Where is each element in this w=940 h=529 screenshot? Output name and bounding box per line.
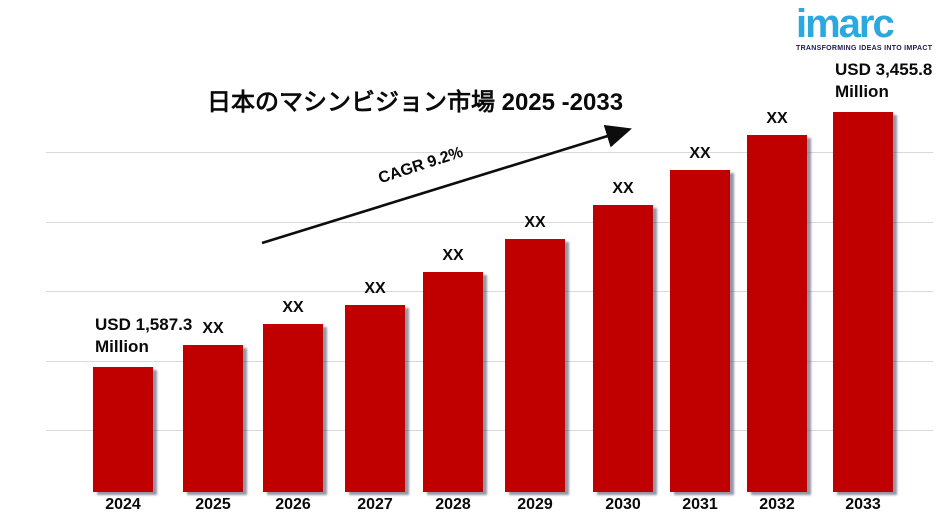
x-tick-label: 2029 (517, 496, 553, 513)
x-tick-label: 2024 (105, 496, 141, 513)
bar-value-label: XX (442, 247, 464, 264)
x-tick-label: 2028 (435, 496, 471, 513)
x-tick-label: 2030 (605, 496, 641, 513)
bar-value-label: USD 1,587.3 Million (95, 315, 193, 356)
imarc-logo: imarc TRANSFORMING IDEAS INTO IMPACT (796, 2, 933, 52)
bar-2028 (423, 272, 483, 492)
bar-2027 (345, 305, 405, 492)
bar-value-label: XX (689, 145, 711, 162)
gridline (46, 430, 933, 431)
x-tick-label: 2027 (357, 496, 393, 513)
bar-value-label: XX (766, 110, 788, 127)
bar-2030 (593, 205, 653, 492)
bar-value-label: XX (524, 214, 546, 231)
bar-value-label: XX (202, 320, 224, 337)
x-tick-label: 2033 (845, 496, 881, 513)
bar-2024 (93, 367, 153, 492)
bar-2029 (505, 239, 565, 492)
chart-title: 日本のマシンビジョン市場 2025 -2033 (206, 89, 624, 116)
gridline (46, 152, 933, 153)
x-tick-label: 2032 (759, 496, 795, 513)
bar-2026 (263, 324, 323, 492)
bar-value-label: USD 3,455.8 Million (835, 60, 933, 101)
bar-2025 (183, 345, 243, 492)
bar-2033 (833, 112, 893, 492)
x-tick-label: 2031 (682, 496, 718, 513)
x-tick-label: 2025 (195, 496, 231, 513)
bar-value-label: XX (282, 299, 304, 316)
cagr-arrow-line (261, 124, 632, 245)
bar-value-label: XX (364, 280, 386, 297)
imarc-logo-wordmark: imarc (796, 2, 895, 46)
x-tick-label: 2026 (275, 496, 311, 513)
gridline (46, 361, 933, 362)
gridline (46, 291, 933, 292)
gridline (46, 222, 933, 223)
bar-value-label: XX (612, 180, 634, 197)
bar-2031 (670, 170, 730, 492)
bar-2032 (747, 135, 807, 492)
imarc-logo-tagline: TRANSFORMING IDEAS INTO IMPACT (796, 45, 933, 52)
